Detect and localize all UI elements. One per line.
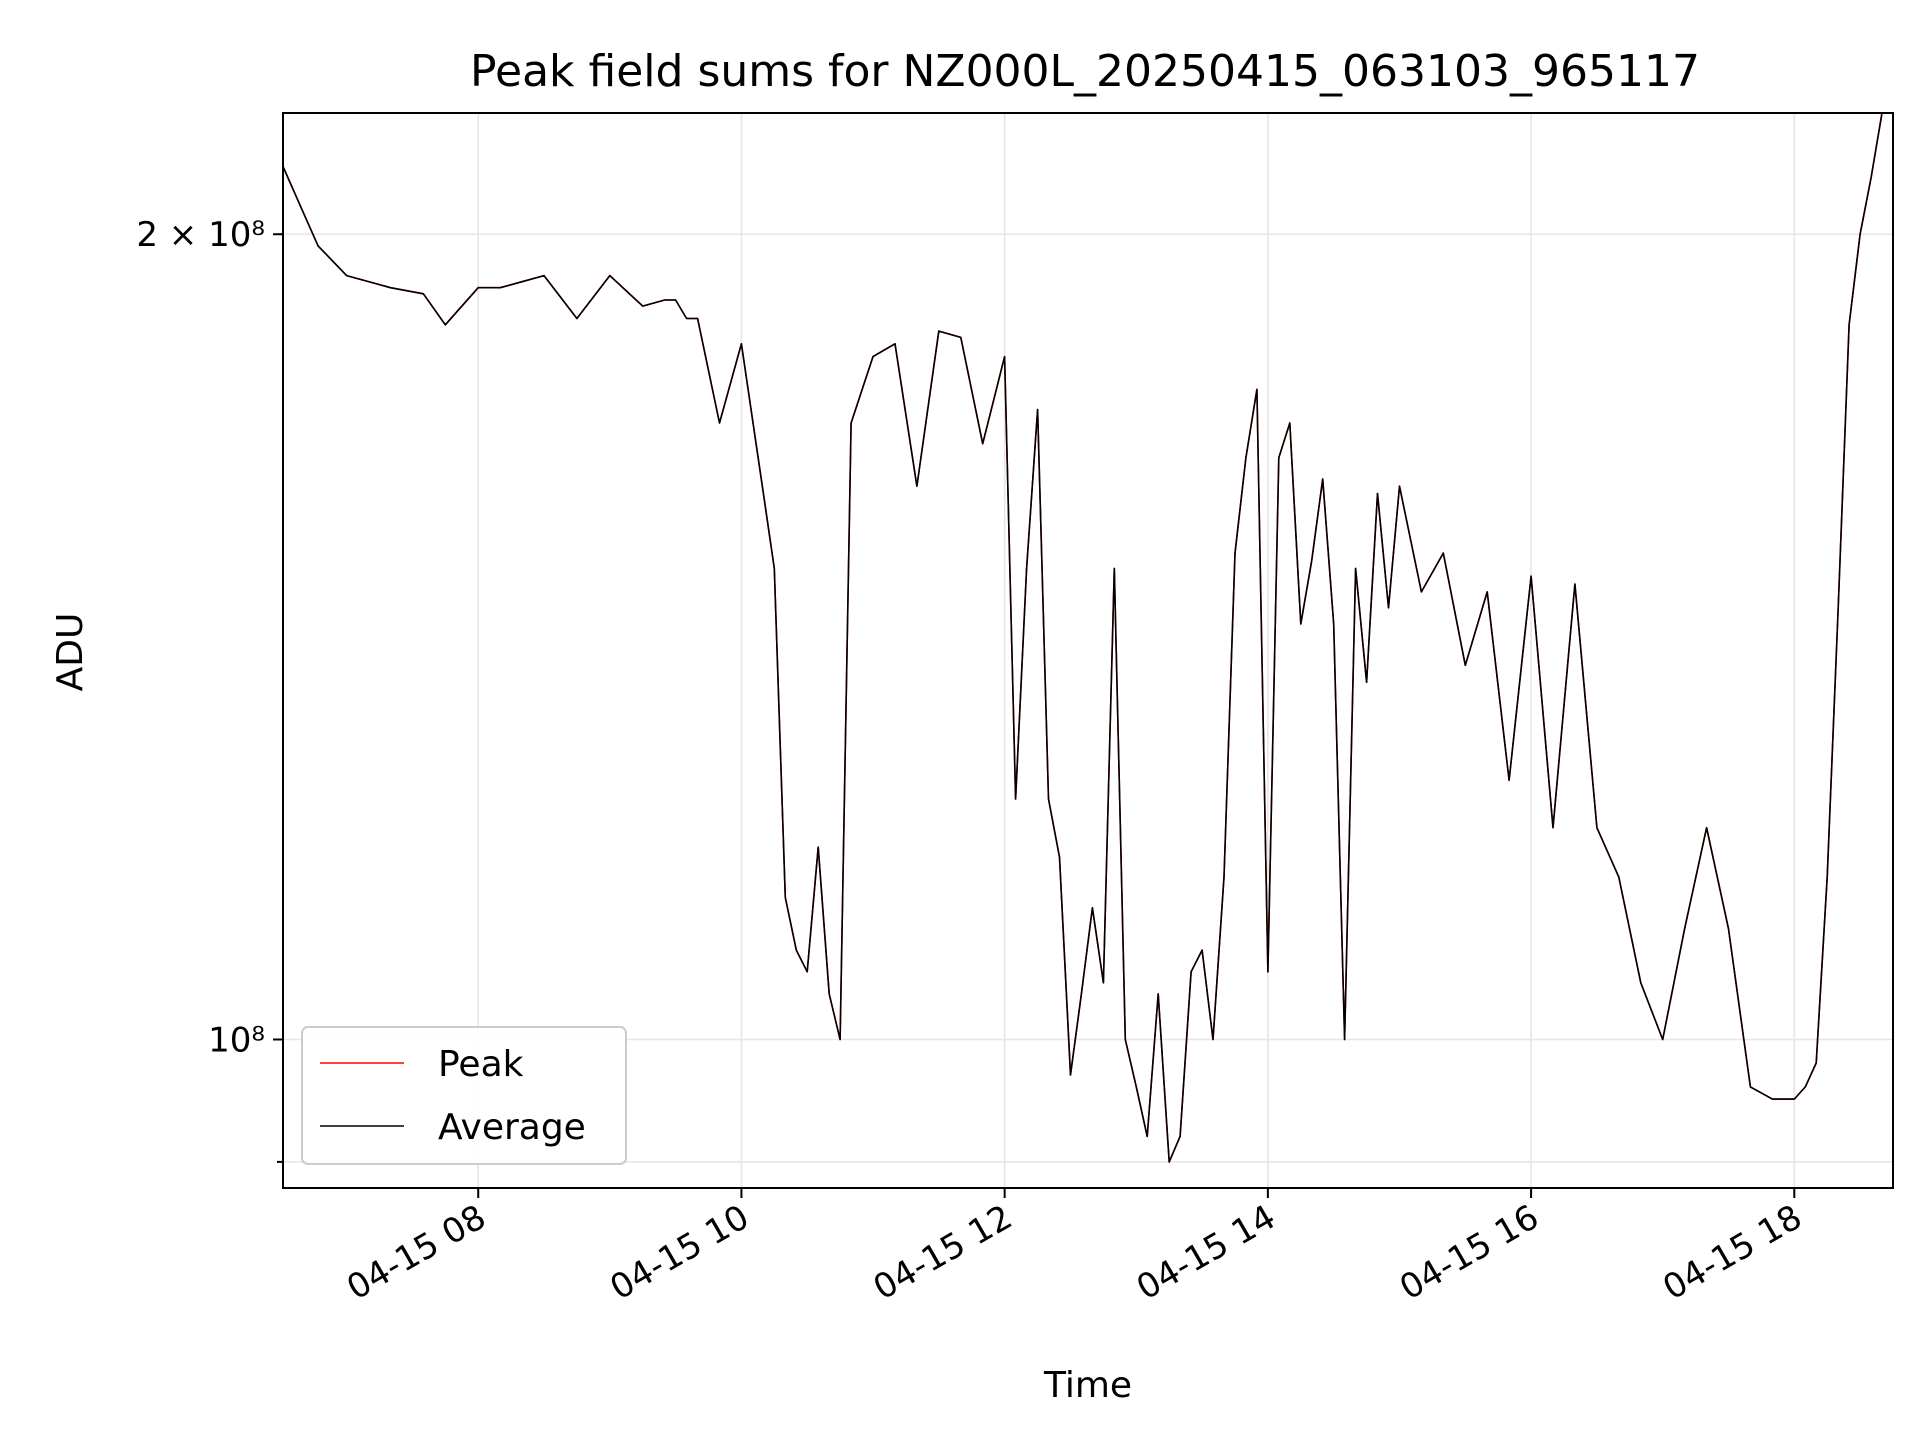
legend-label-average: Average: [438, 1107, 586, 1148]
series-line-average: [282, 112, 1883, 1163]
x-axis-label: Time: [1043, 1365, 1132, 1406]
plot-frame: [282, 112, 1894, 1189]
y-tick-label: 10⁸: [208, 1020, 265, 1060]
y-tick-label: 2 × 10⁸: [136, 215, 265, 255]
series-lines: [282, 112, 1883, 1163]
legend-label-peak: Peak: [438, 1044, 524, 1085]
y-axis-label: ADU: [50, 613, 91, 692]
chart-title: Peak field sums for NZ000L_20250415_0631…: [470, 46, 1700, 97]
y-ticks: 2 × 10⁸ 10⁸: [136, 215, 283, 1163]
legend-box: [301, 1026, 627, 1165]
legend: Peak Average: [301, 1026, 627, 1165]
